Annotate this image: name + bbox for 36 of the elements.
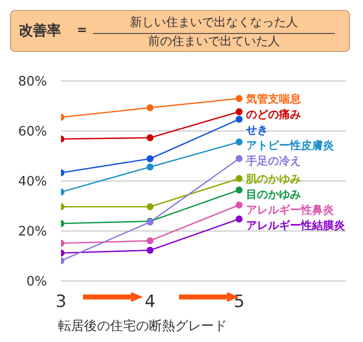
series-label: アレルギー性鼻炎: [246, 204, 336, 216]
point: [146, 246, 154, 254]
point: [236, 138, 243, 146]
point: [146, 134, 154, 142]
series-label: 目のかゆみ: [246, 188, 302, 201]
series-label: アトピー性皮膚炎: [246, 139, 336, 152]
series-label: アレルギー性結膜炎: [246, 219, 346, 232]
point: [236, 108, 243, 116]
text: 新しい住まいで出なくなった人: [93, 14, 335, 34]
y-tick-label: 40%: [18, 174, 47, 190]
point: [236, 175, 243, 182]
point: [236, 202, 243, 208]
point: [236, 155, 243, 162]
x-axis-title: 転居後の住宅の断熱グレード: [58, 318, 227, 335]
y-tick-label: 20%: [18, 224, 47, 240]
y-tick-label: 0%: [26, 274, 47, 290]
text: 前の住まいで出ていた人: [147, 33, 281, 50]
series-label: 手足の冷え: [245, 154, 302, 168]
y-tick-label: 60%: [18, 124, 47, 140]
point: [146, 164, 154, 170]
x-tick-label: 3: [56, 292, 66, 312]
point: [146, 203, 154, 210]
point: [236, 216, 243, 222]
point: [236, 95, 243, 102]
series-label: 気管支喘息: [245, 92, 302, 106]
series-label: のどの痛み: [246, 108, 302, 121]
point: [236, 116, 243, 123]
text: ＝: [75, 21, 89, 39]
point: [146, 104, 154, 112]
y-tick-label: 80%: [18, 74, 47, 90]
point: [146, 155, 154, 162]
series-label: 肌のかゆみ: [245, 172, 302, 186]
x-tick-label: 4: [144, 292, 156, 312]
series-label: せき: [245, 124, 268, 136]
point: [146, 237, 154, 244]
chart-title: 改善率: [19, 22, 61, 40]
